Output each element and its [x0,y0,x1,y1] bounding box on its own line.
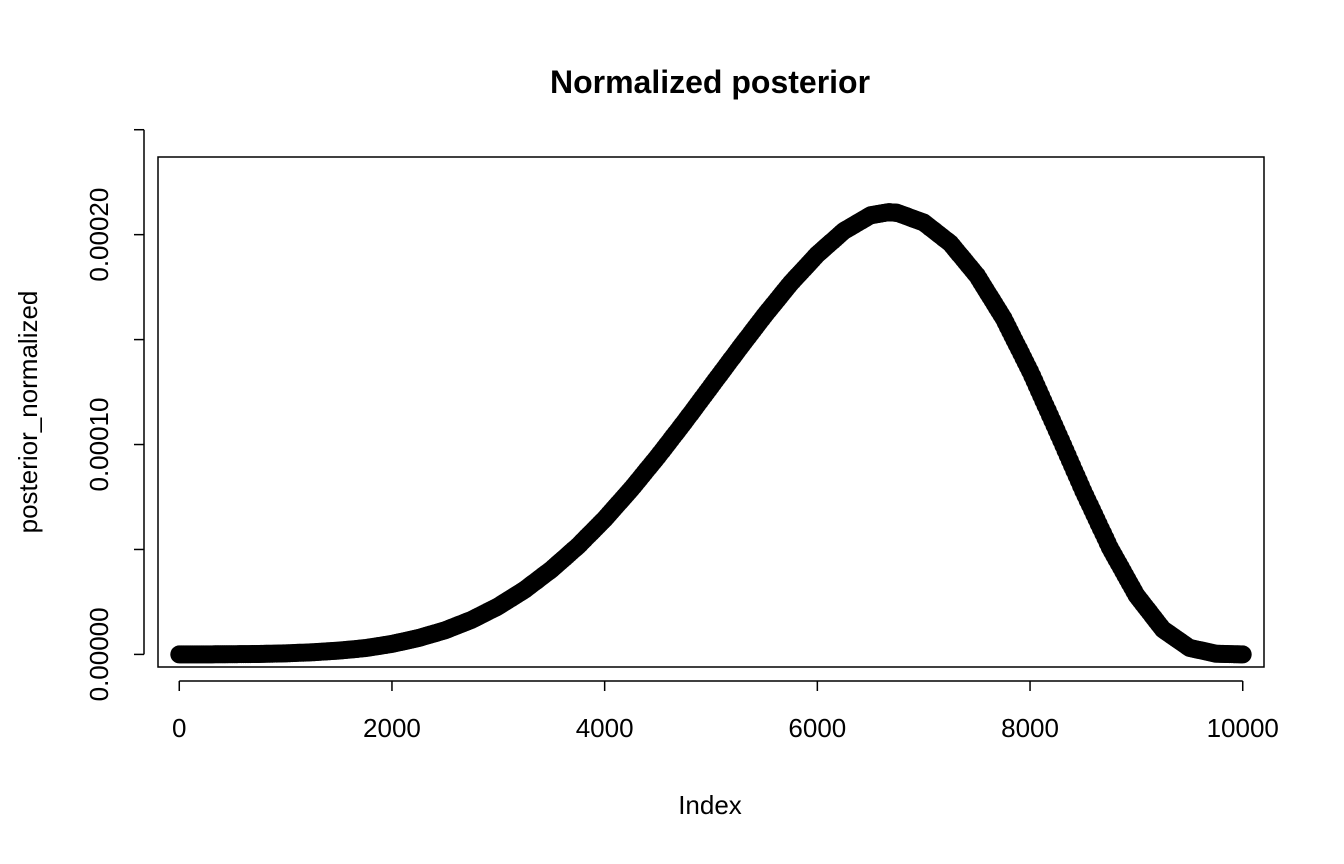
y-tick-label: 0.00000 [84,607,114,701]
x-tick-label: 8000 [1001,713,1059,743]
data-point [1233,645,1252,664]
x-tick-label: 4000 [576,713,634,743]
x-tick-label: 6000 [788,713,846,743]
chart-title: Normalized posterior [550,64,870,100]
x-tick-label: 0 [172,713,186,743]
x-tick-label: 2000 [363,713,421,743]
plot-frame [157,156,1265,668]
y-axis: 0.00000 0.00010 0.00020 [84,128,145,701]
x-axis: 0 2000 4000 6000 8000 10000 [172,680,1279,743]
y-axis-title: posterior_normalized [13,291,43,534]
y-tick-label: 0.00020 [84,188,114,282]
data-points [170,203,1252,664]
x-axis-title: Index [678,790,742,820]
x-tick-label: 10000 [1207,713,1279,743]
y-tick-label: 0.00010 [84,398,114,492]
